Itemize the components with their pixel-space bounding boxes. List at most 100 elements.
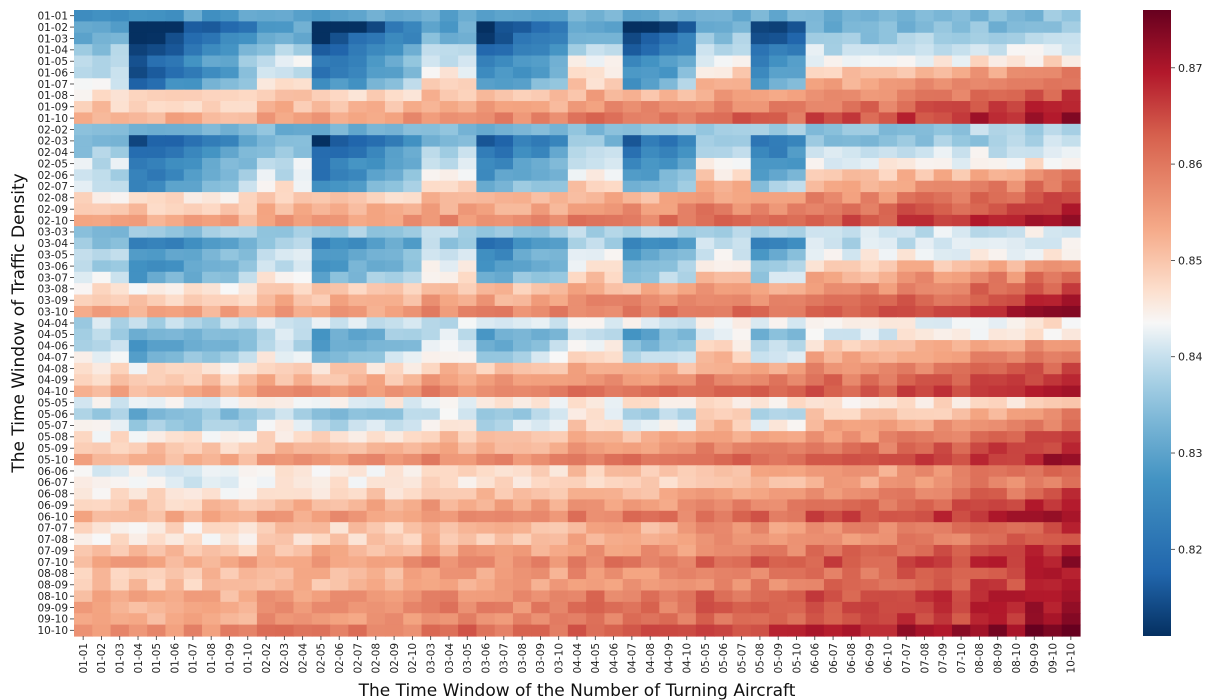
heatmap-cell bbox=[1043, 260, 1063, 273]
heatmap-cell bbox=[1025, 579, 1045, 592]
heatmap-cell bbox=[403, 180, 423, 193]
heatmap-cell bbox=[403, 169, 423, 182]
heatmap-cell bbox=[695, 590, 715, 603]
x-tick-label: 02-07 bbox=[352, 643, 364, 674]
heatmap-cell bbox=[659, 226, 679, 239]
y-tick-label: 03-07 bbox=[37, 272, 68, 284]
heatmap-cell bbox=[641, 522, 660, 535]
heatmap-cell bbox=[1061, 408, 1081, 421]
heatmap-cell bbox=[275, 533, 295, 546]
heatmap-cell bbox=[165, 488, 185, 501]
heatmap-cell bbox=[659, 431, 679, 444]
y-tick-label: 04-05 bbox=[37, 329, 68, 341]
heatmap-cell bbox=[330, 419, 349, 432]
heatmap-cell bbox=[275, 522, 295, 535]
heatmap-cell bbox=[970, 408, 990, 421]
heatmap-cell bbox=[549, 579, 569, 592]
heatmap-cell bbox=[805, 362, 825, 375]
heatmap-cell bbox=[567, 544, 587, 557]
heatmap-cell bbox=[677, 283, 697, 296]
heatmap-cell bbox=[494, 10, 514, 22]
heatmap-cell bbox=[74, 112, 93, 125]
heatmap-cell bbox=[531, 476, 551, 489]
heatmap-cell bbox=[147, 101, 167, 114]
heatmap-cell bbox=[531, 567, 551, 580]
heatmap-cell bbox=[951, 157, 971, 170]
heatmap-cell bbox=[220, 453, 240, 466]
heatmap-cell bbox=[476, 442, 496, 455]
heatmap-cell bbox=[110, 135, 130, 148]
heatmap-cell bbox=[988, 579, 1008, 592]
heatmap-cell bbox=[403, 237, 423, 250]
heatmap-cell bbox=[750, 488, 770, 501]
heatmap-cell bbox=[74, 78, 93, 91]
heatmap-cell bbox=[293, 180, 313, 193]
heatmap-cell bbox=[256, 317, 276, 330]
heatmap-cell bbox=[677, 362, 697, 375]
heatmap-cell bbox=[74, 157, 93, 170]
heatmap-cell bbox=[641, 533, 660, 546]
heatmap-cell bbox=[677, 579, 697, 592]
heatmap-cell bbox=[439, 260, 459, 273]
heatmap-cell bbox=[878, 214, 898, 227]
heatmap-cell bbox=[366, 351, 386, 364]
heatmap-cell bbox=[604, 180, 624, 193]
heatmap-cell bbox=[586, 385, 606, 398]
heatmap-cell bbox=[74, 214, 93, 227]
heatmap-cell bbox=[512, 465, 532, 478]
heatmap-cell bbox=[933, 146, 953, 159]
heatmap-cell bbox=[897, 567, 916, 580]
heatmap-cell bbox=[750, 544, 770, 557]
heatmap-cell bbox=[256, 237, 276, 250]
heatmap-cell bbox=[641, 544, 660, 557]
heatmap-cell bbox=[476, 544, 496, 557]
heatmap-cell bbox=[604, 169, 624, 182]
heatmap-cell bbox=[878, 510, 898, 523]
x-tick-label: 04-09 bbox=[663, 643, 675, 674]
heatmap-cell bbox=[202, 135, 221, 148]
heatmap-cell bbox=[238, 21, 258, 34]
heatmap-cell bbox=[421, 123, 441, 136]
heatmap-cell bbox=[147, 294, 167, 307]
heatmap-cell bbox=[110, 476, 130, 489]
heatmap-cell bbox=[750, 453, 770, 466]
heatmap-cell bbox=[1043, 305, 1063, 318]
heatmap-cell bbox=[549, 351, 569, 364]
heatmap-cell bbox=[403, 419, 423, 432]
heatmap-cell bbox=[915, 544, 935, 557]
heatmap-cell bbox=[842, 78, 862, 91]
heatmap-cell bbox=[220, 408, 240, 421]
heatmap-cell bbox=[695, 362, 715, 375]
heatmap-cell bbox=[494, 180, 514, 193]
heatmap-cell bbox=[1025, 544, 1045, 557]
heatmap-cell bbox=[641, 374, 660, 387]
heatmap-cell bbox=[439, 374, 459, 387]
heatmap-cell bbox=[92, 579, 112, 592]
heatmap-cell bbox=[915, 294, 935, 307]
heatmap-cell bbox=[183, 374, 203, 387]
heatmap-cell bbox=[714, 624, 734, 637]
heatmap-cell bbox=[147, 123, 167, 136]
heatmap-cell bbox=[641, 442, 660, 455]
heatmap-cell bbox=[586, 123, 606, 136]
heatmap-cell bbox=[531, 101, 551, 114]
heatmap-cell bbox=[147, 590, 167, 603]
heatmap-cell bbox=[897, 305, 916, 318]
heatmap-cell bbox=[897, 214, 916, 227]
heatmap-cell bbox=[384, 192, 404, 205]
heatmap-cell bbox=[348, 590, 368, 603]
heatmap-cell bbox=[567, 55, 587, 68]
heatmap-cell bbox=[403, 32, 423, 45]
heatmap-cell bbox=[970, 157, 990, 170]
heatmap-cell bbox=[951, 522, 971, 535]
heatmap-cell bbox=[311, 157, 331, 170]
heatmap-cell bbox=[970, 21, 990, 34]
heatmap-cell bbox=[549, 374, 569, 387]
heatmap-cell bbox=[494, 522, 514, 535]
heatmap-cell bbox=[805, 590, 825, 603]
heatmap-cell bbox=[860, 613, 880, 626]
heatmap-cell bbox=[494, 146, 514, 159]
heatmap-cell bbox=[110, 613, 130, 626]
heatmap-cell bbox=[915, 601, 935, 614]
heatmap-cell bbox=[531, 226, 551, 239]
